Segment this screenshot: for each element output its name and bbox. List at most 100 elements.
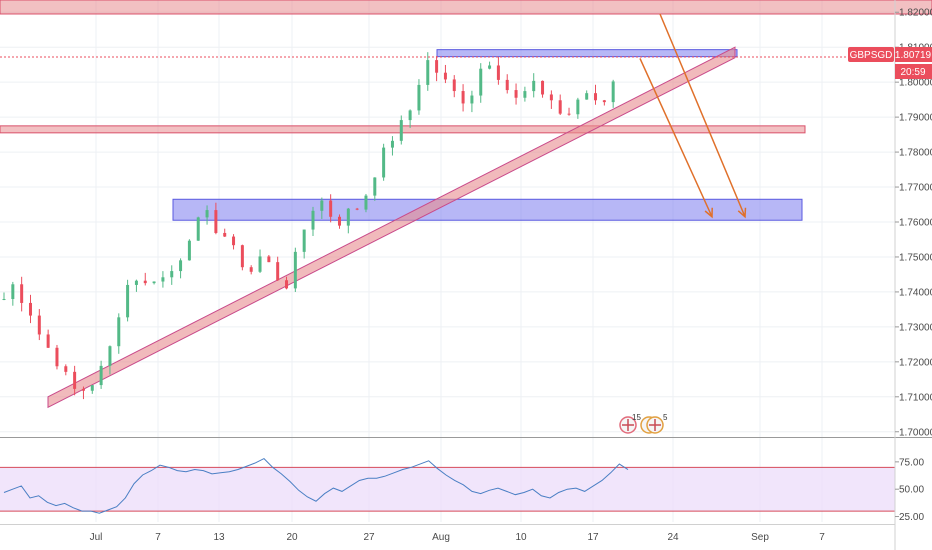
price-tick-label: 1.75000 xyxy=(899,252,932,263)
candle-down xyxy=(337,216,341,226)
rsi-tick-label: 75.00 xyxy=(899,457,924,468)
arrow-head-icon xyxy=(704,207,713,219)
price-tick-label: 1.82000 xyxy=(899,8,932,19)
candle-down xyxy=(549,94,553,101)
candle-down xyxy=(541,80,545,95)
candle-up xyxy=(470,95,474,104)
rsi-axis[interactable]: 75.00 50.00 25.00 xyxy=(895,457,924,523)
candle-down xyxy=(267,256,271,263)
candle-down xyxy=(240,245,244,268)
countdown-badge-bg xyxy=(895,64,932,79)
rsi-panel xyxy=(0,457,895,514)
candle-down xyxy=(214,210,218,233)
event-count-label: 5 xyxy=(663,413,668,422)
candles-layer xyxy=(2,52,615,400)
candle-down xyxy=(37,315,41,335)
candle-up xyxy=(179,260,183,272)
rsi-tick-label: 50.00 xyxy=(899,485,924,496)
time-tick-label: 27 xyxy=(363,532,375,543)
price-tick-label: 1.74000 xyxy=(899,287,932,298)
candle-down xyxy=(443,72,447,80)
candle-up xyxy=(532,80,536,92)
candle-up xyxy=(170,271,174,278)
countdown-badge: 20:59 xyxy=(895,64,932,79)
candle-down xyxy=(55,347,59,367)
candle-down xyxy=(567,113,571,115)
candle-up xyxy=(320,200,324,211)
price-tick-label: 1.76000 xyxy=(899,217,932,228)
candle-up xyxy=(108,346,112,366)
time-axis[interactable]: Jul 7 13 20 27 Aug 10 17 24 Sep 7 xyxy=(90,532,826,543)
uk-flag-cross-icon xyxy=(622,419,634,431)
candle-down xyxy=(81,388,85,391)
candle-down xyxy=(64,366,68,372)
last-price-badge: 1.80719 xyxy=(895,47,932,62)
candle-down xyxy=(435,60,439,73)
candle-up xyxy=(373,177,377,196)
rsi-tick-label: 25.00 xyxy=(899,512,924,523)
candle-down xyxy=(276,262,280,281)
price-tick-label: 1.80000 xyxy=(899,78,932,89)
arrow-head-icon xyxy=(737,207,747,219)
candle-up xyxy=(576,99,580,115)
candle-down xyxy=(249,267,253,272)
candle-up xyxy=(2,299,6,301)
candle-down xyxy=(232,236,236,246)
candle-up xyxy=(205,210,209,218)
candle-up xyxy=(523,91,527,98)
symbol-badge-bg xyxy=(848,47,894,62)
candle-down xyxy=(143,280,147,284)
candle-up xyxy=(479,68,483,96)
time-tick-label: 7 xyxy=(155,532,161,543)
time-tick-label: 10 xyxy=(515,532,527,543)
candle-down xyxy=(329,200,333,217)
last-price-label: 1.80719 xyxy=(895,50,932,61)
candle-down xyxy=(496,65,500,80)
candle-up xyxy=(382,147,386,178)
candle-up xyxy=(346,208,350,226)
candle-down xyxy=(28,302,32,316)
projection-arrow-line xyxy=(639,58,713,218)
candle-up xyxy=(408,110,412,121)
economic-event-icons[interactable]: 15 5 xyxy=(619,413,668,434)
rsi-line xyxy=(3,457,629,514)
price-axis[interactable]: 1.820001.810001.800001.790001.780001.770… xyxy=(895,8,932,439)
candle-down xyxy=(558,100,562,114)
price-tick-label: 1.73000 xyxy=(899,322,932,333)
price-tick-label: 1.78000 xyxy=(899,148,932,159)
candle-up xyxy=(426,60,430,85)
candle-up xyxy=(152,281,156,284)
candle-down xyxy=(452,79,456,92)
time-tick-label: Jul xyxy=(90,532,103,543)
time-tick-label: 17 xyxy=(587,532,599,543)
candle-up xyxy=(364,195,368,210)
support-zone-blue xyxy=(172,198,803,221)
candle-up xyxy=(161,277,165,282)
candle-up xyxy=(126,284,130,318)
support-zone-blue xyxy=(436,49,738,58)
candle-up xyxy=(196,217,200,241)
time-tick-label: Sep xyxy=(751,532,769,543)
candle-up xyxy=(399,120,403,141)
candle-down xyxy=(46,334,50,348)
price-tick-label: 1.79000 xyxy=(899,113,932,124)
candle-up xyxy=(488,65,492,69)
time-tick-label: Aug xyxy=(432,532,450,543)
time-tick-label: 7 xyxy=(819,532,825,543)
candle-up xyxy=(117,317,121,347)
candle-up xyxy=(390,140,394,148)
ascending-trend-channel xyxy=(47,46,736,409)
price-tick-label: 1.72000 xyxy=(899,357,932,368)
candle-up xyxy=(302,229,306,252)
price-tick-label: 1.77000 xyxy=(899,183,932,194)
candle-down xyxy=(355,208,359,210)
time-tick-label: 20 xyxy=(286,532,298,543)
candle-down xyxy=(505,79,509,91)
candle-down xyxy=(461,91,465,104)
time-tick-label: 24 xyxy=(667,532,679,543)
candle-down xyxy=(20,284,24,303)
candle-up xyxy=(99,365,103,386)
rsi-band xyxy=(0,467,895,512)
arrows-layer xyxy=(639,13,747,219)
